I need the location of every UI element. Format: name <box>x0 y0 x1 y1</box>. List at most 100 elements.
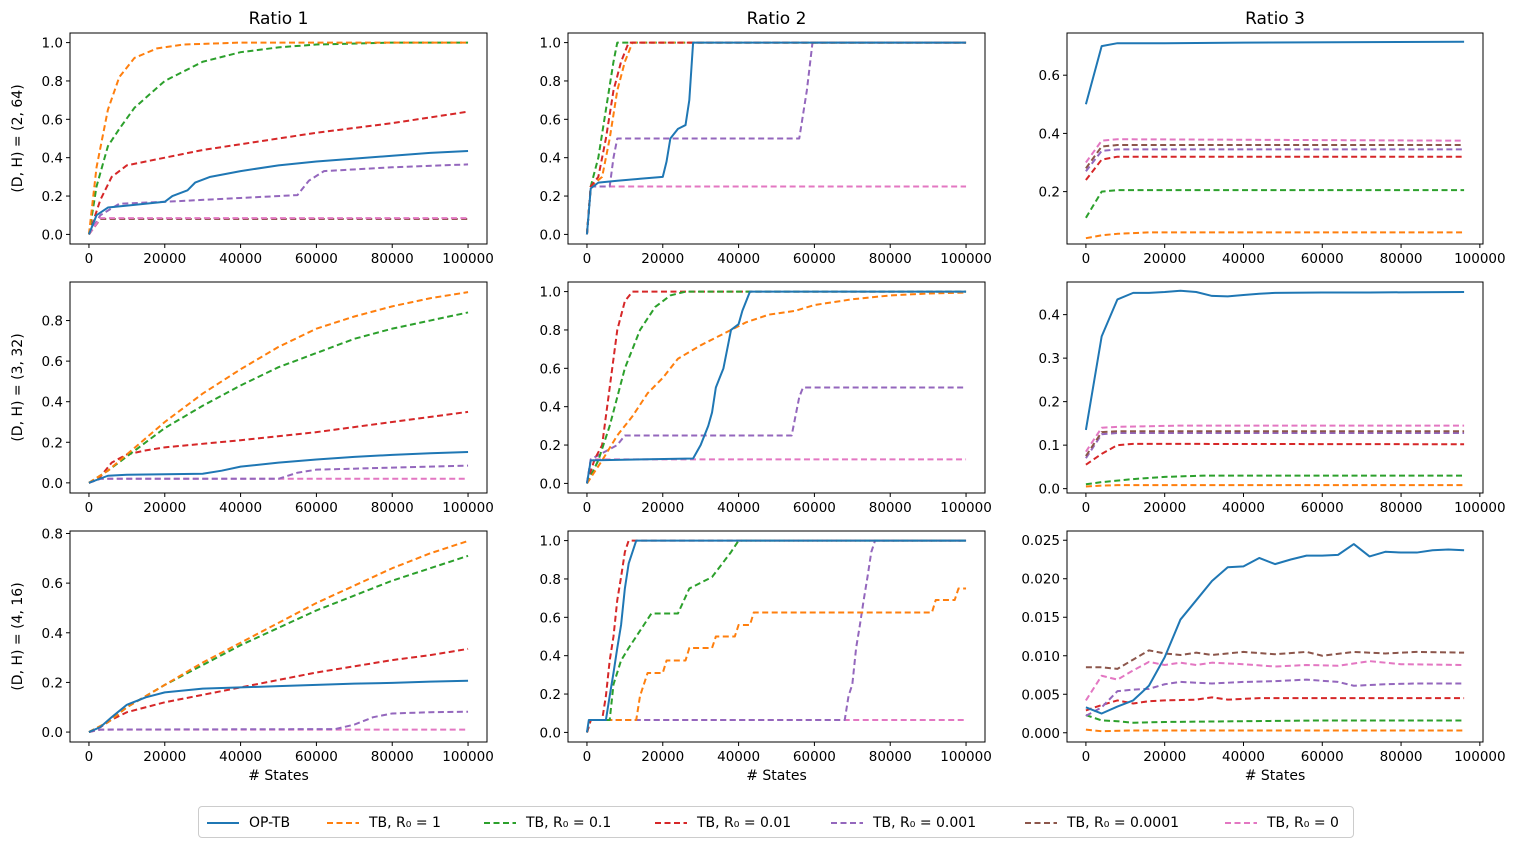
panel-r2c1-ytick-label-5: 1.0 <box>540 534 561 550</box>
panel-r0c1-line-r0-01 <box>585 41 967 235</box>
panel-r1c0-line-r0-1 <box>88 311 469 484</box>
panel-r1c1-line-r0-01 <box>585 290 967 484</box>
panel-r0c2-series <box>1084 40 1465 240</box>
panel-r2c0-line-r0-001 <box>88 710 469 734</box>
panel-r1c2-xtick-label-1: 20000 <box>1143 500 1186 516</box>
panel-r1c1-ytick-label-2: 0.4 <box>540 400 561 416</box>
panel-r0c1-ytick-label-1: 0.2 <box>540 189 561 205</box>
legend-swatch-op-tb <box>207 822 239 824</box>
panel-r2c1-xtick-label-2: 40000 <box>717 749 760 765</box>
panel-r0c2-xtick-label-5: 100000 <box>1454 251 1506 267</box>
legend-swatch-r0-0.0001 <box>1025 822 1057 824</box>
panel-r1c1: 0 20000 40000 60000 80000 100000 0.0 0.2 0.4 0.6 0… <box>540 281 992 516</box>
panel-r2c1-line-r1 <box>585 587 967 733</box>
panel-r2c2-line-r0-01 <box>1085 696 1465 712</box>
panel-r0c0-xtick-label-1: 20000 <box>143 251 186 267</box>
panel-r1c1-line-r1 <box>586 291 967 484</box>
panel-r0c1-ytick-label-0: 0.0 <box>540 227 561 243</box>
panel-r0c0-line-r0-01 <box>88 110 469 235</box>
legend-label-r0-0.001: TB, R₀ = 0.001 <box>873 815 977 831</box>
panel-r2c0-xtick-label-0: 0 <box>85 749 94 765</box>
panel-r1c1-line-op-tb <box>585 290 967 484</box>
panel-r0c0-ylabel: (D, H) = (2, 64) <box>10 84 26 192</box>
panel-r1c0-ytick-label-0: 0.0 <box>42 476 63 492</box>
panel-r0c0-line-r0-001 <box>88 163 469 235</box>
panel-r2c0-xlabel: # States <box>248 768 309 784</box>
panel-r0c1-xtick-label-4: 80000 <box>869 251 912 267</box>
panel-r1c2-line-r0 <box>1085 424 1465 453</box>
panel-r0c1-ytick-label-5: 1.0 <box>540 36 561 52</box>
panel-r2c2-line-r0-1 <box>1085 714 1465 724</box>
panel-r2c0: 0 20000 40000 60000 80000 100000 0.0 0.2 0.4 0.6 0… <box>10 526 494 784</box>
panel-r1c2-line-r0-0001 <box>1085 430 1465 457</box>
panel-r1c0-ytick-label-4: 0.8 <box>42 314 63 330</box>
legend-item-r0-1: TB, R₀ = 1 <box>327 807 441 839</box>
panel-r0c2-line-r1 <box>1085 231 1465 240</box>
panel-r0c2-line-r0-001 <box>1085 148 1465 172</box>
legend-item-op-tb: OP-TB <box>207 807 290 839</box>
panel-r1c2-xtick-label-3: 60000 <box>1301 500 1344 516</box>
panel-r0c1-line-r0-1 <box>585 41 967 235</box>
panel-r0c2-ytick-label-2: 0.6 <box>1039 68 1060 84</box>
panel-r0c1-line-r0 <box>585 185 967 235</box>
panel-r0c1-title: Ratio 2 <box>747 9 807 29</box>
panel-r1c2-line-r0-01 <box>1085 442 1465 466</box>
panel-r1c2-line-op-tb <box>1084 289 1465 431</box>
panel-r0c0-series <box>87 41 469 236</box>
panel-r2c0-ytick-label-2: 0.4 <box>42 626 63 642</box>
panel-r2c2-ytick-label-2: 0.010 <box>1021 649 1060 665</box>
panel-r0c0-xtick-label-0: 0 <box>85 251 94 267</box>
panel-r1c0-line-op-tb <box>88 451 469 484</box>
panel-r0c0: 0 20000 40000 60000 80000 100000 0.0 0.2 0.4 0.6 0… <box>10 9 494 267</box>
panel-r0c2-frame <box>1066 32 1484 245</box>
panel-r2c1-line-r0-01 <box>585 539 967 733</box>
panel-r1c2-line-r0-1 <box>1085 474 1465 486</box>
legend-item-r0-0: TB, R₀ = 0 <box>1225 807 1339 839</box>
panel-r2c2-frame <box>1066 530 1484 743</box>
panel-r0c1-ytick-label-2: 0.4 <box>540 151 561 167</box>
panel-r1c2-ytick-label-3: 0.3 <box>1039 351 1060 367</box>
panel-r1c1-frame <box>567 281 986 494</box>
panel-r1c0-xtick-label-4: 80000 <box>371 500 414 516</box>
legend-swatch-r0-0.001 <box>831 822 863 824</box>
panel-r1c1-xtick-label-3: 60000 <box>793 500 836 516</box>
panel-r1c0-ytick-label-3: 0.6 <box>42 354 63 370</box>
panel-r2c0-xtick-label-3: 60000 <box>295 749 338 765</box>
panel-r0c0-ytick-label-4: 0.8 <box>42 74 63 90</box>
legend-item-r0-0.01: TB, R₀ = 0.01 <box>655 807 791 839</box>
panel-r2c2-line-op-tb <box>1085 543 1465 715</box>
panel-r1c2-line-r1 <box>1085 484 1465 488</box>
panel-r2c1-line-r0-1 <box>585 539 967 733</box>
legend-label-r0-0.1: TB, R₀ = 0.1 <box>526 815 612 831</box>
panel-r2c1-ytick-label-2: 0.4 <box>540 649 561 665</box>
panel-r1c0-frame <box>69 281 488 494</box>
panel-r2c2-ytick-label-5: 0.025 <box>1021 533 1060 549</box>
legend-label-r0-1: TB, R₀ = 1 <box>369 815 441 831</box>
panel-r2c0-line-r1 <box>88 539 469 733</box>
panel-r2c1-xlabel: # States <box>746 768 807 784</box>
legend-swatch-r0-0.01 <box>655 822 687 824</box>
panel-r0c2: 0 20000 40000 60000 80000 100000 0.2 0.4 0.6 Rati… <box>1039 9 1506 267</box>
legend-label-r0-0.01: TB, R₀ = 0.01 <box>697 815 792 831</box>
panel-r1c0-line-r0-01 <box>88 410 469 484</box>
panel-r1c0-xtick-label-2: 40000 <box>219 500 262 516</box>
legend-swatch-r0-0.1 <box>484 822 516 824</box>
panel-r1c2-line-r0-001 <box>1085 431 1465 459</box>
panel-r2c0-series <box>88 539 469 734</box>
panel-r1c1-xtick-label-4: 80000 <box>869 500 912 516</box>
panel-r2c0-xtick-label-5: 100000 <box>442 749 494 765</box>
panel-r2c2-xtick-label-3: 60000 <box>1301 749 1344 765</box>
panel-r0c0-frame <box>69 32 488 245</box>
panel-r0c0-xtick-label-4: 80000 <box>371 251 414 267</box>
panel-r2c0-ytick-label-1: 0.2 <box>42 675 63 691</box>
panel-r1c1-line-r0 <box>585 458 967 484</box>
panel-r0c1-frame <box>567 32 986 245</box>
panel-r0c0-ytick-label-1: 0.2 <box>42 189 63 205</box>
panel-r2c2-xlabel: # States <box>1245 768 1306 784</box>
panel-r2c2-ytick-label-1: 0.005 <box>1021 687 1060 703</box>
panel-r2c1-ytick-label-0: 0.0 <box>540 725 561 741</box>
panel-r0c2-xtick-label-2: 40000 <box>1222 251 1265 267</box>
panel-r0c2-line-r0 <box>1085 138 1465 164</box>
panel-r2c0-ylabel: (D, H) = (4, 16) <box>10 582 26 690</box>
panel-r0c2-title: Ratio 3 <box>1245 9 1305 29</box>
